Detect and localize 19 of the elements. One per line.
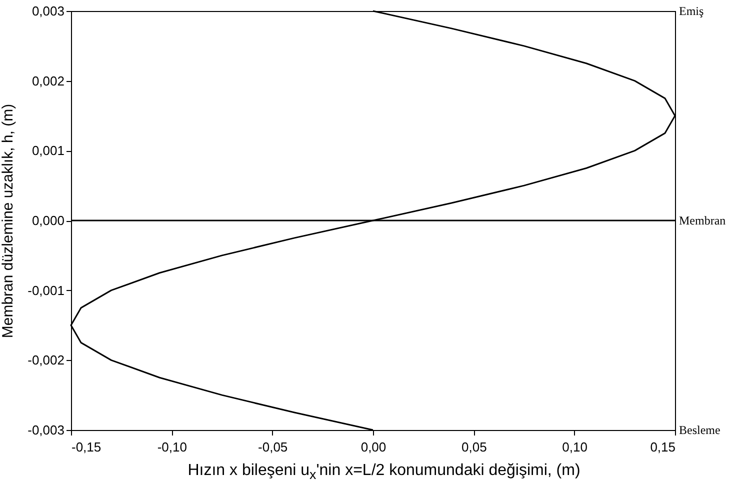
y-tick-label: 0,001 <box>32 143 64 158</box>
x-tick-label: 0,00 <box>360 440 386 454</box>
y-tick-label: 0,003 <box>32 4 64 18</box>
x-tick-label: 0,10 <box>562 440 588 454</box>
y-tick-label: 0,002 <box>32 73 64 88</box>
x-tick-label: 0,05 <box>462 440 487 454</box>
y-tick-label: -0,001 <box>28 282 64 298</box>
x-tick-label: -0,10 <box>157 440 187 454</box>
text: Emiş <box>679 4 704 18</box>
text: Besleme <box>679 423 720 437</box>
x-tick-label: -0,05 <box>258 440 288 454</box>
x-tick-label: -0,15 <box>72 440 102 454</box>
y-tick-label: -0,002 <box>28 352 64 368</box>
y-axis-title: Membran düzlemine uzaklık, h, (m) <box>0 104 17 338</box>
ref-line-label: Membran <box>679 214 726 228</box>
x-axis-title: Hızın x bileşeni u$_{x}$'nin x=L/2 konumundaki değişimi, (m) <box>186 462 582 482</box>
x-tick-label: 0,15 <box>650 440 676 454</box>
y-tick-label: 0,000 <box>32 213 64 228</box>
y-tick-label: -0,003 <box>28 422 64 438</box>
